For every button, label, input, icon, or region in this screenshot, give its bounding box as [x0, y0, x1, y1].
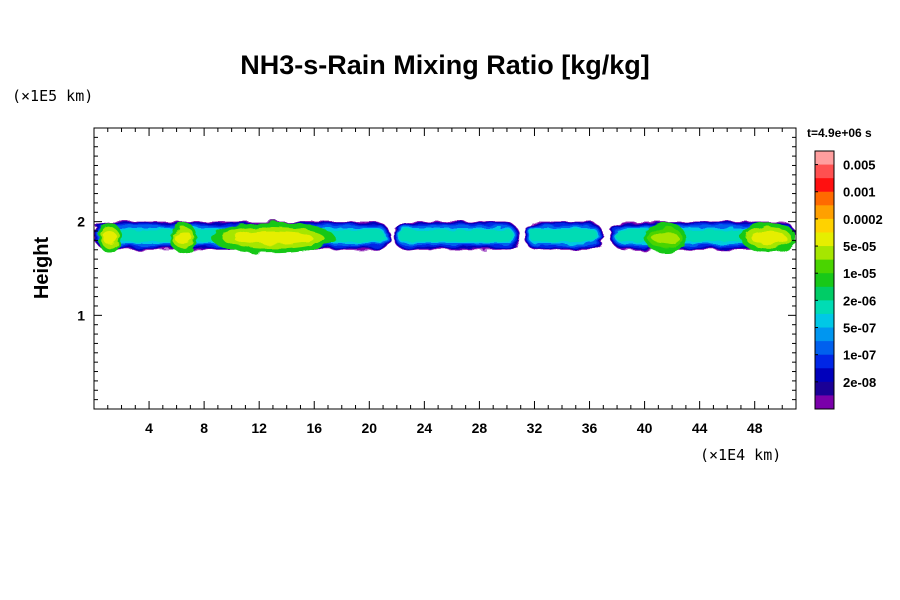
- plot-frame: [93, 127, 797, 410]
- colorbar-frame: [814, 150, 835, 410]
- colorbar-swatch: [815, 354, 834, 369]
- x-tick-label: 36: [582, 420, 598, 436]
- colorbar-label: 0.005: [843, 158, 876, 173]
- colorbar-label: 0.001: [843, 185, 876, 200]
- colorbar-swatch: [815, 395, 834, 410]
- x-tick-label: 24: [417, 420, 433, 436]
- colorbar-label: 2e-06: [843, 293, 876, 308]
- colorbar-label: 1e-05: [843, 266, 876, 281]
- colorbar-label: 5e-07: [843, 321, 876, 336]
- colorbar-swatch: [815, 368, 834, 383]
- x-unit-label: (×1E4 km): [700, 446, 781, 464]
- colorbar-swatch: [815, 178, 834, 193]
- y-axis: 12: [77, 136, 796, 401]
- colorbar-label: 5e-05: [843, 239, 876, 254]
- x-tick-label: 8: [200, 420, 208, 436]
- colorbar-swatch: [815, 191, 834, 206]
- cloud-peak: [102, 231, 118, 244]
- cloud-band: [94, 221, 796, 254]
- colorbar: 0.005 0.001 0.0002 5e-05 1e-05 2e-06 5e-07 1e-0…: [814, 150, 883, 410]
- colorbar-swatch: [815, 164, 834, 179]
- x-tick-label: 16: [306, 420, 322, 436]
- x-tick-label: 32: [527, 420, 543, 436]
- cloud-peak: [174, 231, 193, 244]
- y-axis-title: Height: [31, 237, 53, 300]
- colorbar-swatch: [815, 313, 834, 329]
- cloud-peak: [750, 231, 787, 244]
- colorbar-swatch: [815, 381, 834, 396]
- x-tick-label: 4: [145, 420, 153, 436]
- colorbar-swatch: [815, 259, 834, 274]
- colorbar-swatch: [815, 205, 834, 220]
- colorbar-swatch: [815, 341, 834, 356]
- colorbar-swatch: [815, 300, 834, 315]
- x-tick-label: 44: [692, 420, 708, 436]
- colorbar-label: 1e-07: [843, 348, 876, 363]
- chart-title: NH3-s-Rain Mixing Ratio [kg/kg]: [240, 50, 650, 80]
- x-tick-label: 20: [362, 420, 378, 436]
- cloud-contour: [529, 229, 598, 242]
- x-tick-label: 48: [747, 420, 763, 436]
- colorbar-swatch: [815, 246, 834, 261]
- colorbar-swatch: [815, 286, 834, 301]
- colorbar-label: 2e-08: [843, 375, 876, 390]
- y-tick-label: 1: [77, 307, 85, 323]
- colorbar-swatch: [815, 273, 834, 288]
- y-tick-label: 2: [77, 214, 85, 230]
- colorbar-swatch: [815, 232, 834, 247]
- x-tick-label: 28: [472, 420, 488, 436]
- colorbar-swatch: [815, 327, 834, 342]
- y-unit-label: (×1E5 km): [12, 87, 93, 105]
- time-label: t=4.9e+06 s: [807, 126, 872, 140]
- colorbar-swatch: [815, 151, 834, 166]
- cloud-peak: [233, 231, 313, 244]
- x-axis: 4 8 12 16 20 24 28 32 36 40 44 48: [107, 128, 783, 436]
- x-tick-label: 40: [637, 420, 653, 436]
- cloud-peak: [652, 231, 679, 244]
- x-tick-label: 12: [251, 420, 267, 436]
- colorbar-swatch: [815, 218, 834, 233]
- cloud-contour: [398, 229, 514, 242]
- colorbar-label: 0.0002: [843, 212, 883, 227]
